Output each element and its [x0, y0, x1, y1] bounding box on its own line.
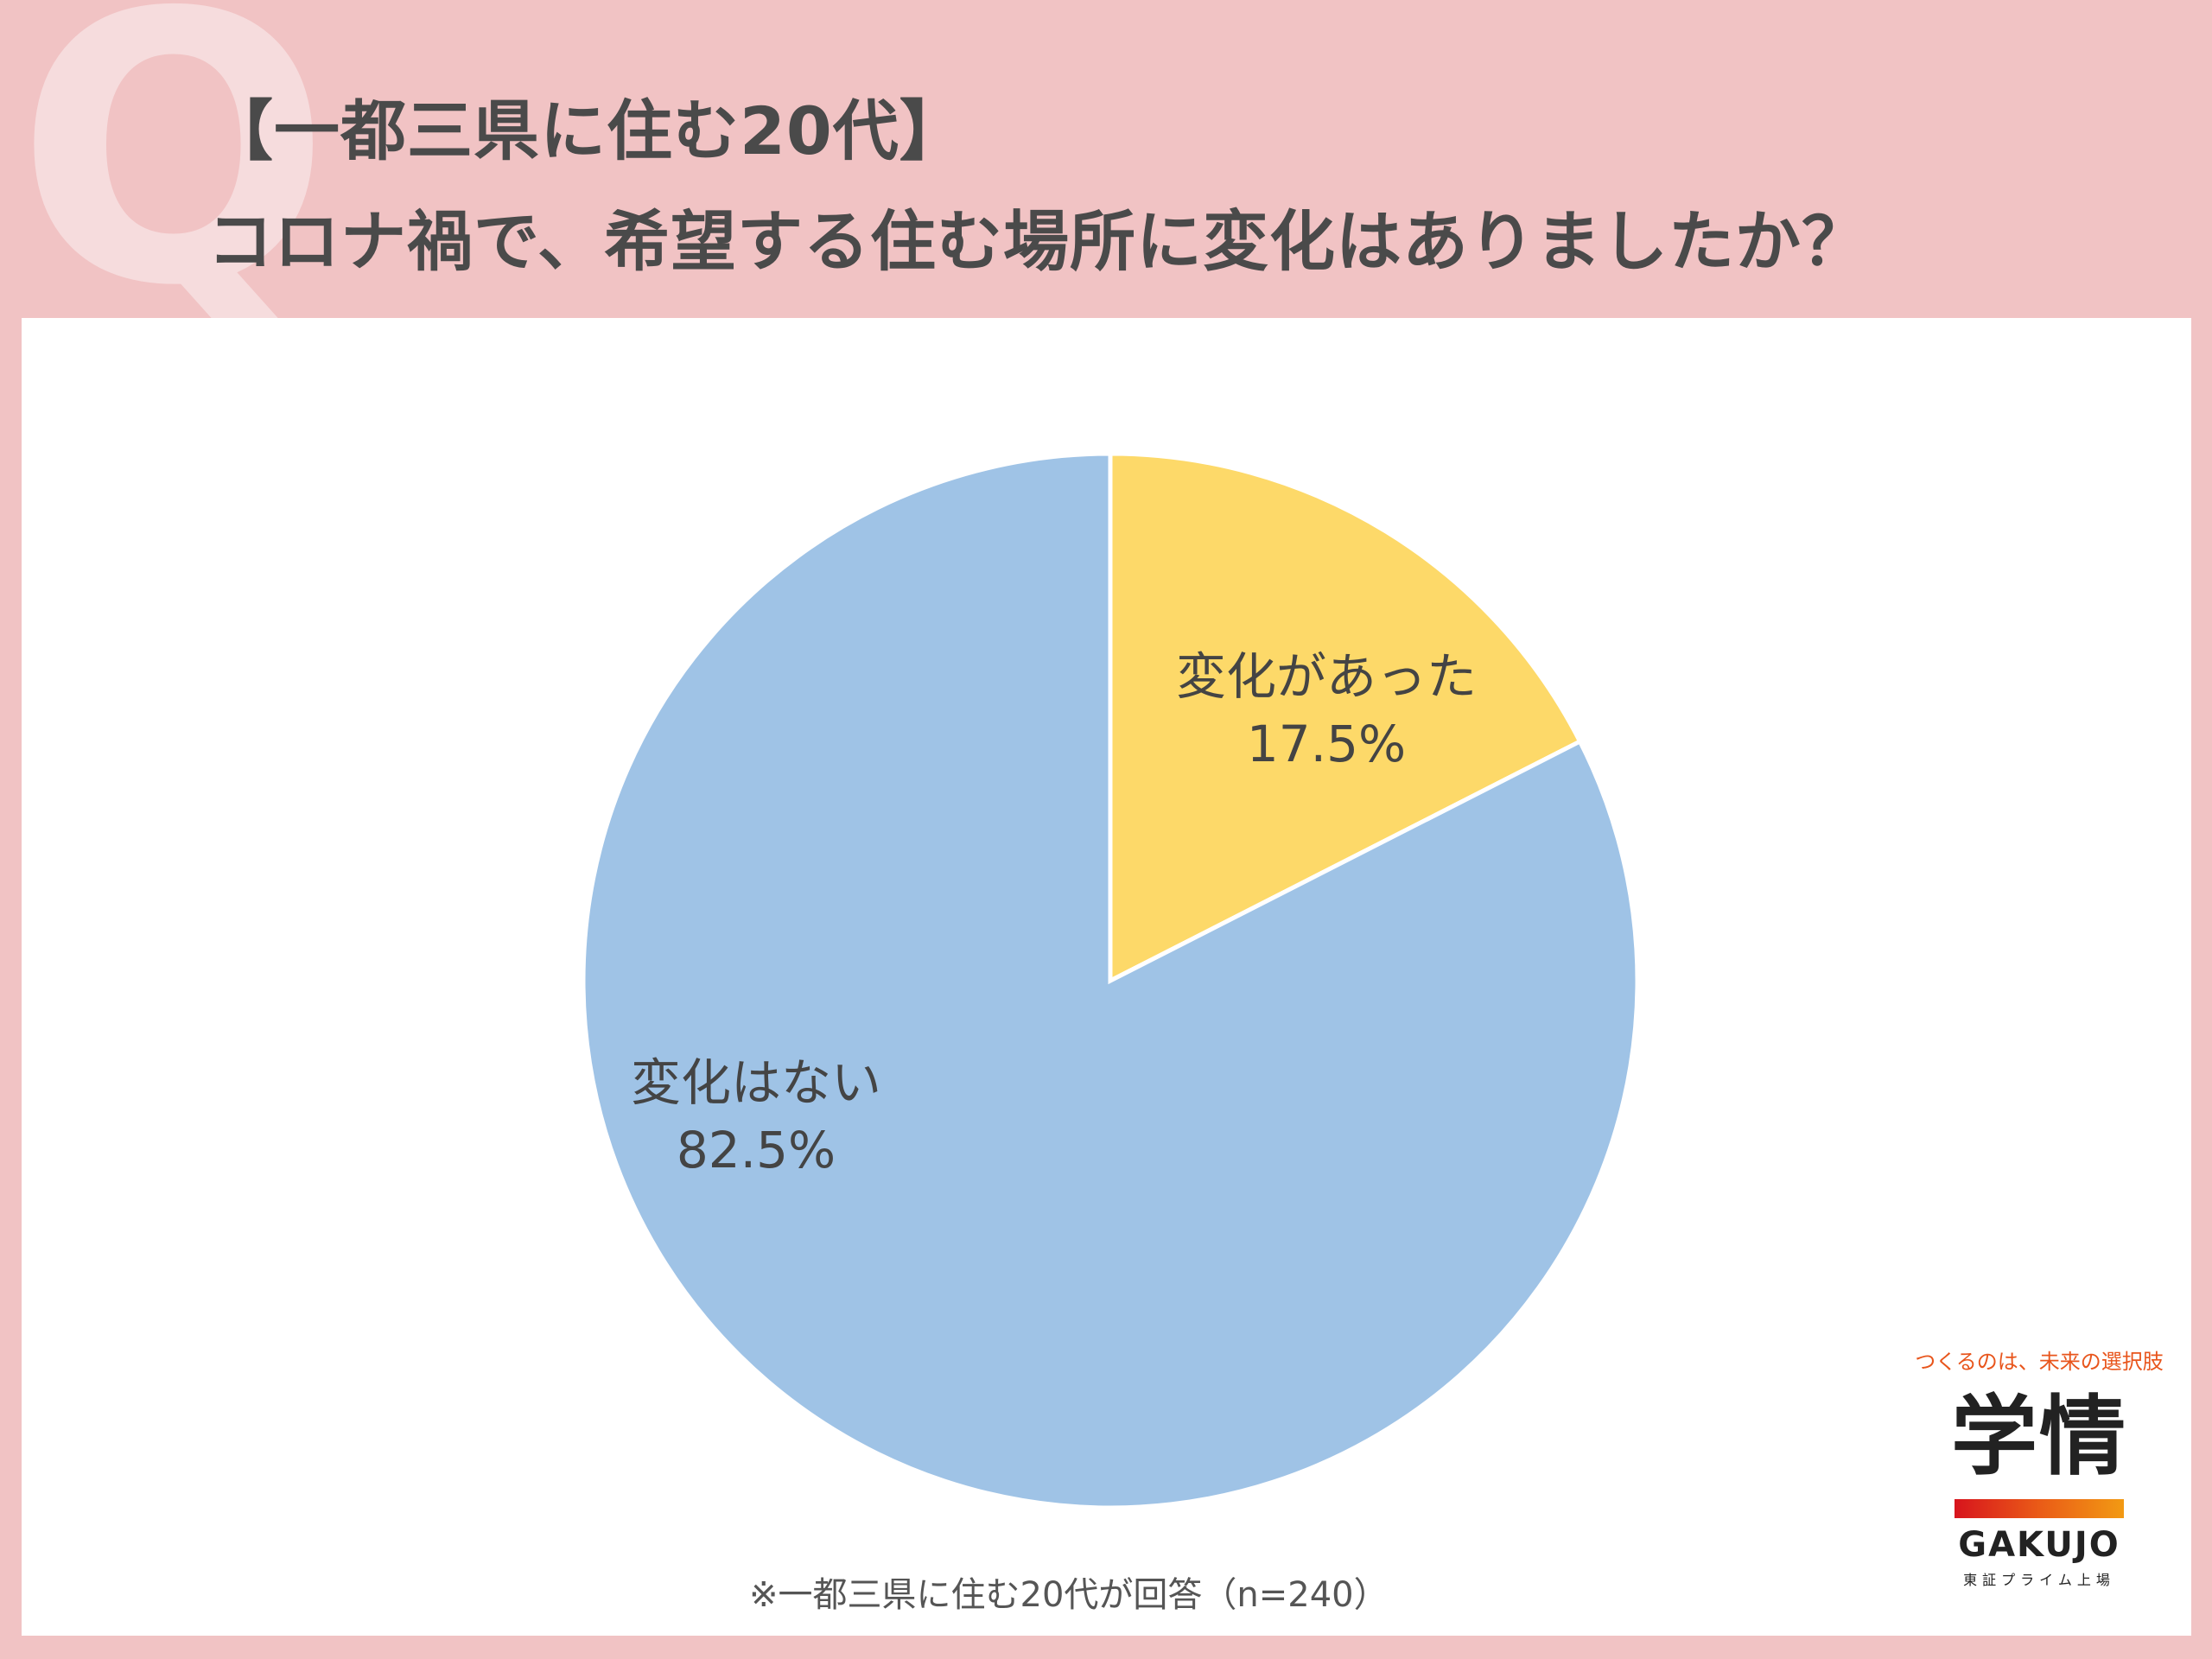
gakujo-logo: つくるのは、未来の選択肢 学情 GAKUJO 東証プライム上場 — [1905, 1344, 2173, 1604]
footnote: ※一都三県に住む20代が回答（n=240） — [749, 1575, 1389, 1615]
slice-label: 変化があった — [1176, 647, 1477, 706]
logo-brand-jp: 学情 — [1951, 1386, 2127, 1487]
title-line-1: 【一都三県に住む20代】 — [207, 92, 966, 169]
logo-brand-en: GAKUJO — [1958, 1525, 2120, 1565]
logo-gradient-bar — [1955, 1499, 2124, 1518]
q-watermark: Q — [16, 0, 332, 367]
pie-slice — [581, 451, 1640, 1510]
chart-panel: 変化があった 17.5% 変化はない 82.5% ※一都三県に住む20代が回答（n=2… — [22, 318, 2191, 1636]
pie-slice — [1108, 451, 1583, 985]
logo-market: 東証プライム上場 — [1963, 1572, 2115, 1588]
logo-tagline: つくるのは、未来の選択肢 — [1915, 1350, 2164, 1374]
slice-value-label: 17.5% — [1247, 715, 1406, 773]
pie-chart: 変化があった 17.5% 変化はない 82.5% — [581, 451, 1640, 1510]
title-line-2: コロナ禍で、希望する住む場所に変化はありましたか？ — [207, 203, 1868, 280]
slice-label: 変化はない — [631, 1053, 881, 1112]
slice-value-label: 82.5% — [677, 1121, 836, 1179]
